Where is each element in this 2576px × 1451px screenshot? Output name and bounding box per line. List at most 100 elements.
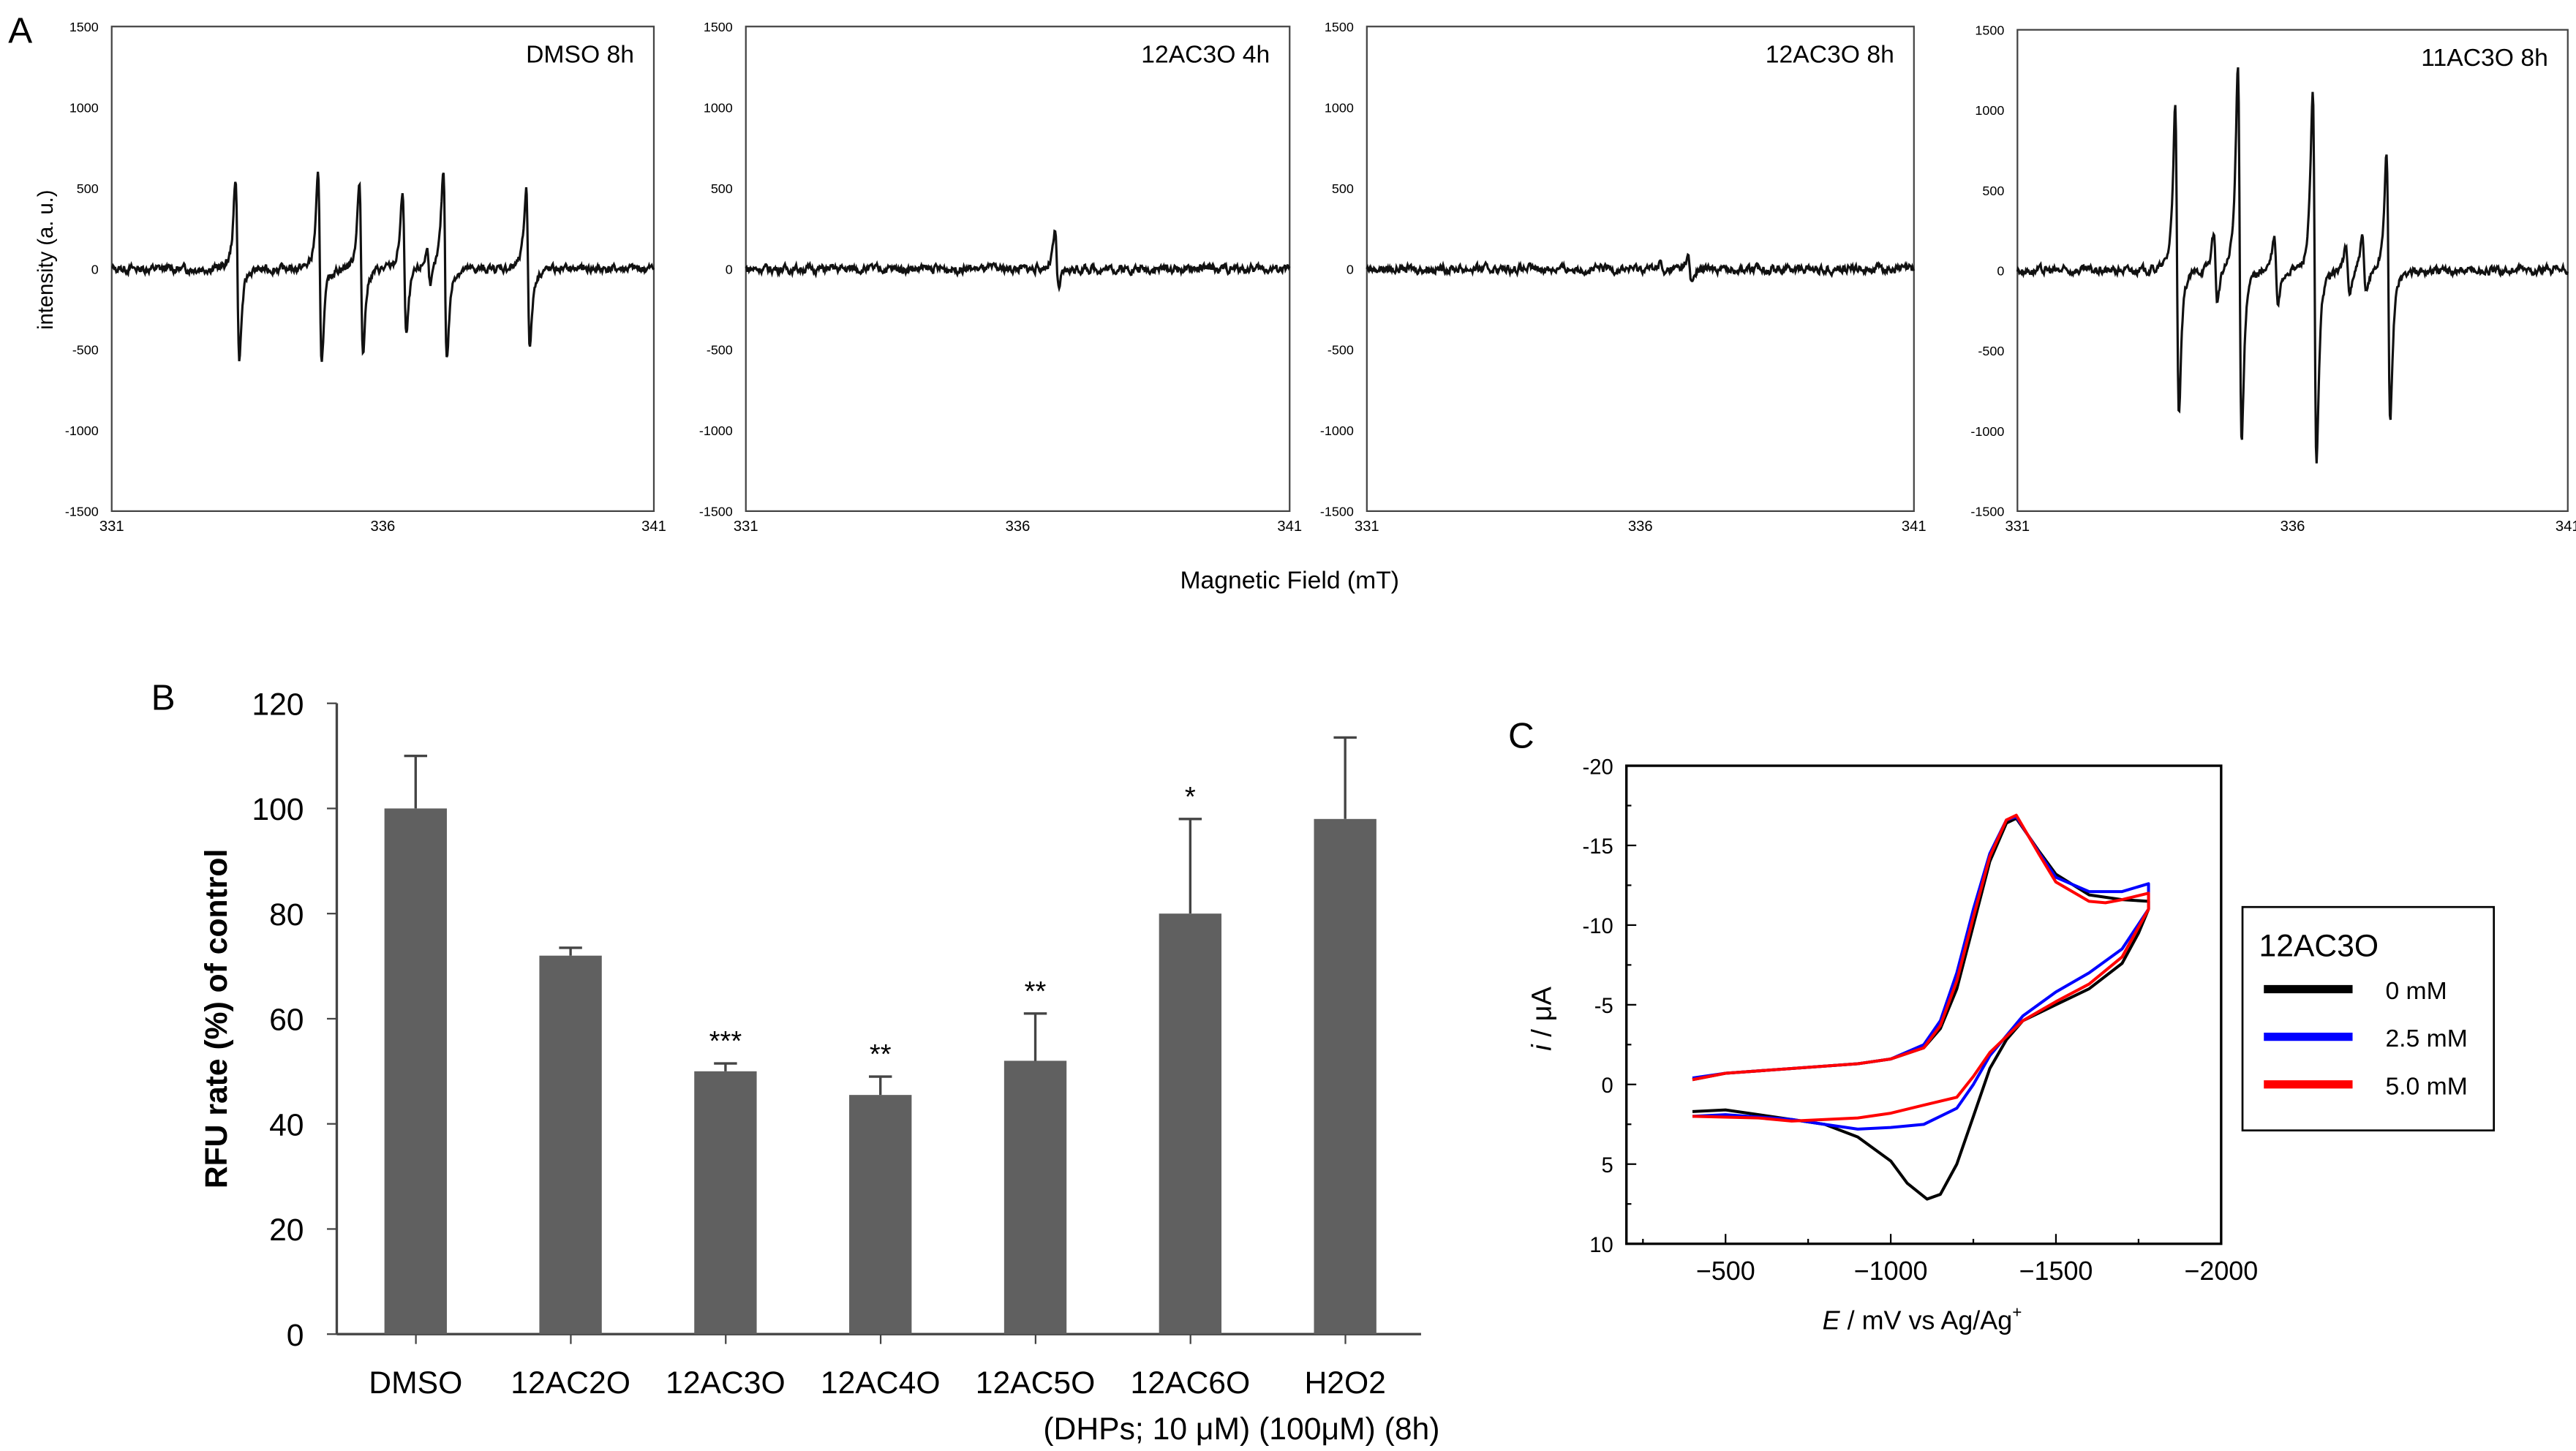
legend-label: 2.5 mM [2385, 1025, 2467, 1052]
y-tick-label: 1500 [704, 20, 733, 34]
y-axis-label: i / μA [1526, 987, 1557, 1051]
y-tick-label: 40 [269, 1107, 304, 1142]
epr-spectrum-line [745, 229, 1291, 293]
y-tick-label: -500 [707, 343, 733, 358]
x-category-label: DMSO [369, 1365, 462, 1401]
y-axis-label-text: / μA [1526, 987, 1557, 1045]
panel-label-c: C [1508, 715, 1534, 755]
x-tick-label: 336 [2281, 519, 2305, 535]
panel-b-bar-chart: 0 20 40 60 80 100 120 DMSO 12AC2O *** 12AC3O ** 12AC… [199, 687, 1440, 1447]
y-tick-label: -1000 [1320, 423, 1354, 438]
x-axis-label-symbol: E [1823, 1305, 1841, 1335]
y-axis-label: RFU rate (%) of control [199, 849, 234, 1188]
y-tick-label: 120 [252, 687, 304, 722]
x-tick-label: 341 [1902, 519, 1927, 535]
y-tick-label: 0 [1997, 264, 2004, 279]
y-tick-label: -500 [72, 343, 99, 358]
y-tick-label: 80 [269, 897, 304, 932]
x-axis-footnote: (DHPs; 10 μM) (100μM) (8h) [1043, 1412, 1439, 1447]
x-tick-label: 331 [99, 519, 124, 535]
subplot-title: 12AC3O 4h [1141, 42, 1270, 69]
cv-curve-2-5-mm [1692, 815, 2150, 1131]
y-tick-label: -5 [1594, 995, 1613, 1018]
y-tick-label: -15 [1583, 835, 1613, 859]
y-tick-label: 1500 [1975, 23, 2004, 37]
y-tick-label: -20 [1583, 755, 1613, 779]
x-tick-label: 336 [1006, 519, 1031, 535]
significance-marker: ** [1025, 976, 1047, 1007]
y-tick-label: 500 [1982, 184, 2004, 198]
x-tick-label: 341 [1277, 519, 1302, 535]
cv-curve-5-0-mm [1692, 813, 2150, 1123]
plot-frame [1625, 764, 2223, 1245]
x-axis-label: Magnetic Field (mT) [1180, 567, 1399, 594]
y-tick-label: 0 [1602, 1074, 1613, 1098]
y-tick-label: 1000 [69, 100, 99, 115]
y-tick-label: -1000 [699, 423, 733, 438]
cv-curve-0-mm [1692, 816, 2150, 1201]
legend-label: 5.0 mM [2385, 1073, 2467, 1100]
y-tick-label: 1000 [1325, 100, 1354, 115]
x-category-label: 12AC3O [666, 1365, 786, 1401]
x-category-label: 12AC4O [821, 1365, 941, 1401]
legend-label: 0 mM [2385, 978, 2447, 1005]
x-category-label: 12AC2O [511, 1365, 630, 1401]
y-tick-label: -1500 [65, 505, 99, 519]
y-tick-label: -500 [1327, 343, 1354, 358]
x-category-label: 12AC5O [976, 1365, 1096, 1401]
y-tick-label: 1500 [1325, 20, 1354, 34]
x-tick-label: 336 [370, 519, 395, 535]
x-tick-label: 341 [641, 519, 666, 535]
significance-marker: ** [870, 1039, 892, 1070]
x-tick-label: −2000 [2184, 1256, 2258, 1286]
significance-marker: *** [709, 1025, 742, 1057]
x-axis-label-text: / mV vs Ag/Ag [1840, 1305, 2013, 1335]
y-tick-label: 500 [1332, 181, 1354, 196]
epr-spectrum-line [1366, 252, 1916, 282]
y-tick-label: 1000 [1975, 103, 2004, 118]
y-tick-label: 60 [269, 1003, 304, 1038]
bar-12ac5o [1003, 1060, 1067, 1335]
bar-h2o2 [1314, 818, 1376, 1335]
subplot-title: 11AC3O 8h [2421, 45, 2548, 72]
y-tick-label: 20 [269, 1213, 304, 1248]
panel-label-b: B [151, 678, 176, 718]
y-tick-label: 100 [252, 792, 304, 827]
y-tick-label: 500 [77, 181, 99, 196]
y-tick-label: 0 [287, 1318, 304, 1353]
x-tick-label: 341 [2556, 519, 2576, 535]
epr-spectrum-line [111, 171, 655, 362]
y-tick-label: 1000 [704, 100, 733, 115]
y-tick-label: 5 [1602, 1154, 1613, 1177]
x-axis-label: E / mV vs Ag/Ag+ [1823, 1303, 2022, 1335]
x-tick-label: −1500 [2019, 1256, 2093, 1286]
legend-title: 12AC3O [2259, 929, 2379, 964]
panel-c-cyclic-voltammogram: -20 -15 -10 -5 0 5 10 −500 −1000 −1500 −2000 12AC3O… [1526, 755, 2496, 1335]
y-tick-label: -10 [1583, 915, 1613, 938]
x-axis-label-superscript: + [2012, 1303, 2022, 1322]
panel-label-a: A [8, 11, 32, 51]
bar-dmso [384, 808, 447, 1335]
y-tick-label: 1500 [69, 20, 99, 34]
epr-spectrum-line [2016, 67, 2569, 464]
bar-12ac2o [539, 955, 602, 1335]
y-tick-label: 0 [91, 262, 99, 276]
y-axis-label: intensity (a. u.) [34, 189, 58, 329]
y-tick-label: 0 [726, 262, 733, 276]
x-tick-label: 331 [2005, 519, 2030, 535]
y-tick-label: -500 [1978, 344, 2004, 358]
bar-12ac3o [694, 1071, 757, 1335]
x-tick-label: 336 [1628, 519, 1653, 535]
y-tick-label: -1500 [1320, 505, 1354, 519]
legend-box [2241, 905, 2496, 1132]
y-tick-label: -1500 [699, 505, 733, 519]
x-tick-label: 331 [734, 519, 758, 535]
y-tick-label: 10 [1589, 1234, 1613, 1257]
y-tick-label: -1500 [1970, 505, 2004, 519]
